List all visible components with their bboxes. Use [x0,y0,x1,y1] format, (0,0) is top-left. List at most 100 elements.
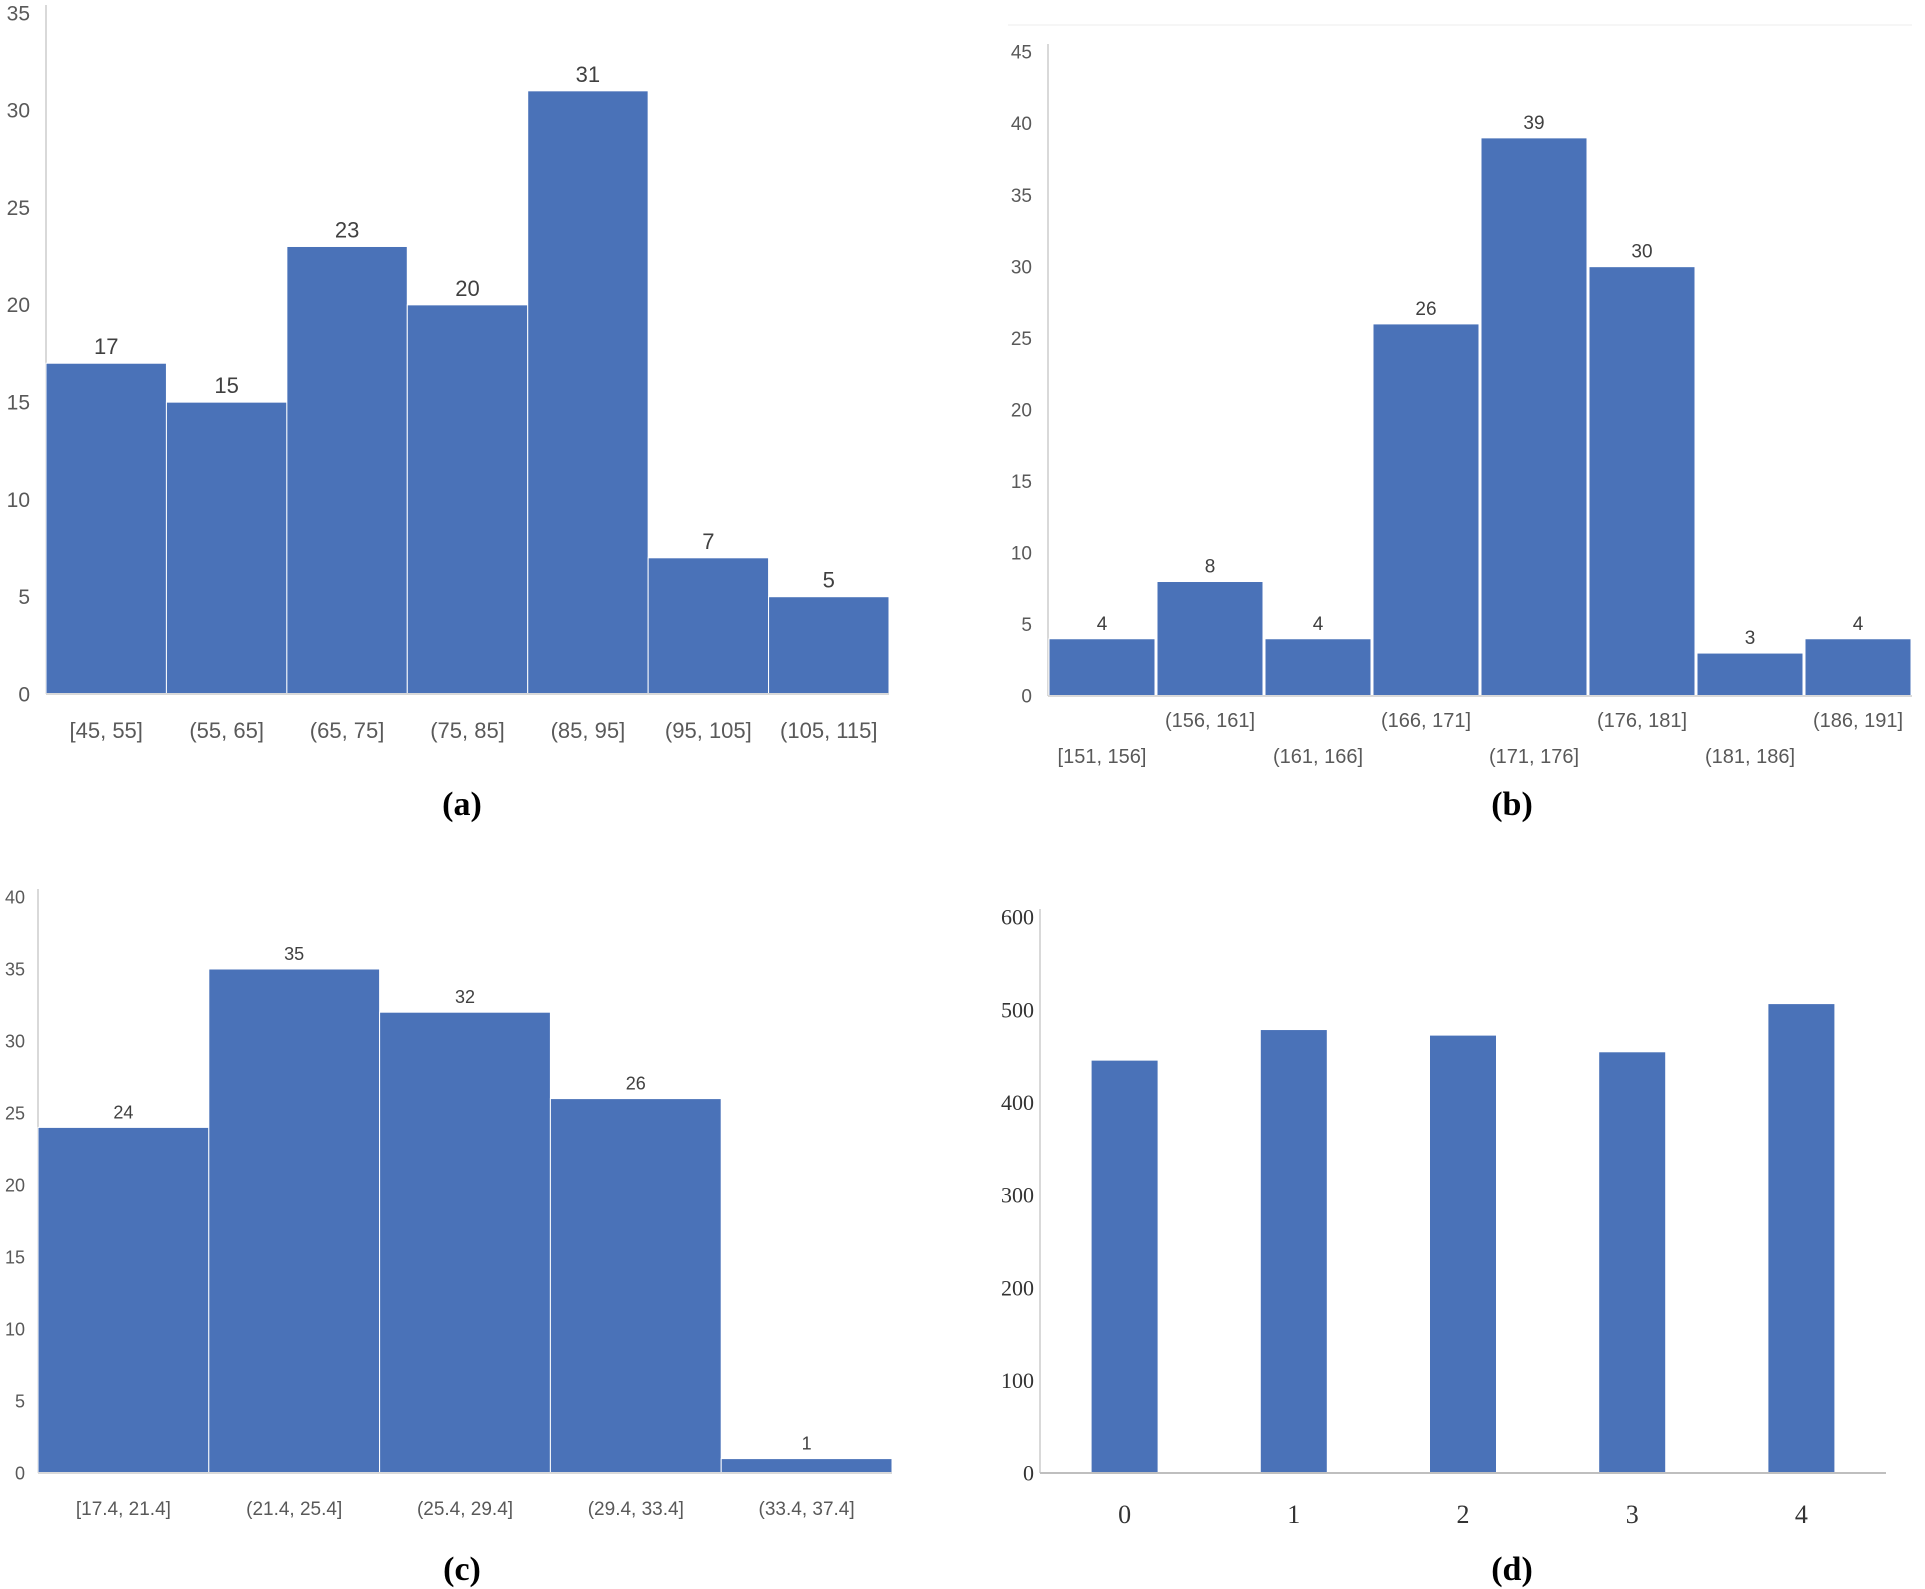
x-tick-label: 3 [1626,1500,1639,1529]
bar [379,1011,551,1474]
x-tick-label: 2 [1457,1500,1470,1529]
y-tick-label: 20 [5,1175,25,1195]
x-tick-label: [45, 55] [70,718,143,743]
y-tick-label: 10 [1011,544,1032,565]
data-label: 23 [335,217,359,242]
bar [1480,137,1588,697]
y-tick-label: 5 [1021,615,1032,636]
x-tick-label: (21.4, 25.4] [246,1499,342,1520]
y-tick-label: 500 [1001,997,1034,1022]
chart-panel-d: 0 100 200 300 400 500 600 0 1 2 3 4 [1001,905,1886,1529]
y-tick-label: 0 [15,1463,25,1483]
y-tick-label: 15 [5,1247,25,1267]
x-tick-label: (171, 176] [1489,746,1579,768]
chart-panel-a: 0 5 10 15 20 25 30 35 17 [45, 55] 15 (55, 65] 23 (65,… [7,2,890,743]
x-tick-label: (55, 65] [189,718,264,743]
y-tick-label: 35 [1011,186,1032,207]
bar [1260,1030,1327,1473]
x-tick-label: 1 [1287,1500,1300,1529]
data-label: 39 [1523,113,1544,134]
x-tick-label: (29.4, 33.4] [588,1499,684,1520]
x-tick-label: (176, 181] [1597,710,1687,732]
bar [1048,638,1156,697]
panel-label-c: (c) [443,1551,481,1588]
y-tick-label: 35 [7,2,30,25]
data-label: 32 [455,987,475,1007]
bar [45,362,167,695]
x-tick-label: (95, 105] [665,718,752,743]
bar [527,90,649,695]
data-label: 4 [1313,614,1324,635]
y-tick-label: 600 [1001,905,1034,930]
x-tick-label: (166, 171] [1381,710,1471,732]
bar [1264,638,1372,697]
bar [406,304,529,695]
data-label: 20 [455,276,479,301]
x-tick-label: (33.4, 37.4] [759,1499,855,1520]
bar [1588,266,1696,697]
bar [208,968,381,1474]
data-label: 7 [702,529,714,554]
panel-label-a: (a) [442,786,482,823]
data-label: 24 [113,1102,133,1122]
x-tick-label: (181, 186] [1705,746,1795,768]
y-tick-label: 0 [1023,1461,1034,1486]
data-label: 17 [94,334,118,359]
bar [1430,1035,1496,1473]
x-tick-label: [151, 156] [1058,746,1147,768]
bar [1696,652,1804,697]
data-label: 26 [1415,299,1436,320]
y-tick-label: 200 [1001,1275,1034,1300]
y-tick-label: 400 [1001,1090,1034,1115]
x-tick-label: (186, 191] [1813,710,1903,732]
y-tick-label: 30 [1011,257,1032,278]
bar [1599,1052,1666,1473]
panel-label-b: (b) [1491,786,1533,823]
data-label: 5 [823,568,835,593]
x-tick-label: 0 [1118,1500,1131,1529]
data-label: 30 [1631,242,1652,263]
bar [1372,323,1480,697]
chart-panel-b: 0 5 10 15 20 25 30 35 40 45 4 [151, 156] 8 (156, 161]… [1008,24,1912,768]
y-tick-label: 20 [7,294,30,317]
bar [286,245,408,695]
y-tick-label: 0 [18,683,30,706]
bar [1768,1004,1835,1473]
x-tick-label: (25.4, 29.4] [417,1499,513,1520]
data-label: 4 [1853,614,1864,635]
bar [1804,638,1912,697]
data-label: 26 [626,1074,646,1094]
y-tick-label: 45 [1011,43,1032,64]
data-label: 3 [1745,628,1756,649]
y-tick-label: 35 [5,959,25,979]
y-tick-label: 25 [1011,329,1032,350]
y-tick-label: 20 [1011,400,1032,421]
bar [647,557,770,695]
data-label: 35 [284,944,304,964]
y-tick-label: 10 [5,1319,25,1339]
y-tick-label: 10 [7,489,30,512]
chart-panel-c: 0 5 10 15 20 25 30 35 40 24 [17.4, 21.4] 35 (21.4, 2… [5,887,893,1520]
y-tick-label: 25 [5,1103,25,1123]
data-label: 31 [576,62,600,87]
bar [37,1126,210,1474]
bar [549,1098,722,1474]
x-tick-label: 4 [1795,1500,1808,1529]
y-tick-label: 30 [5,1031,25,1051]
x-tick-label: (105, 115] [780,718,877,743]
y-tick-label: 25 [7,197,30,220]
x-tick-label: (156, 161] [1165,710,1255,732]
y-tick-label: 0 [1021,687,1032,708]
data-label: 1 [802,1434,812,1454]
y-tick-label: 5 [18,586,30,609]
x-tick-label: [17.4, 21.4] [76,1499,171,1520]
y-tick-label: 15 [7,391,30,414]
x-tick-label: (75, 85] [430,718,505,743]
bar [1156,581,1264,697]
y-tick-label: 100 [1001,1368,1034,1393]
panel-label-d: (d) [1491,1551,1533,1588]
y-tick-label: 40 [1011,114,1032,135]
bar [768,596,890,695]
bar [720,1458,893,1474]
